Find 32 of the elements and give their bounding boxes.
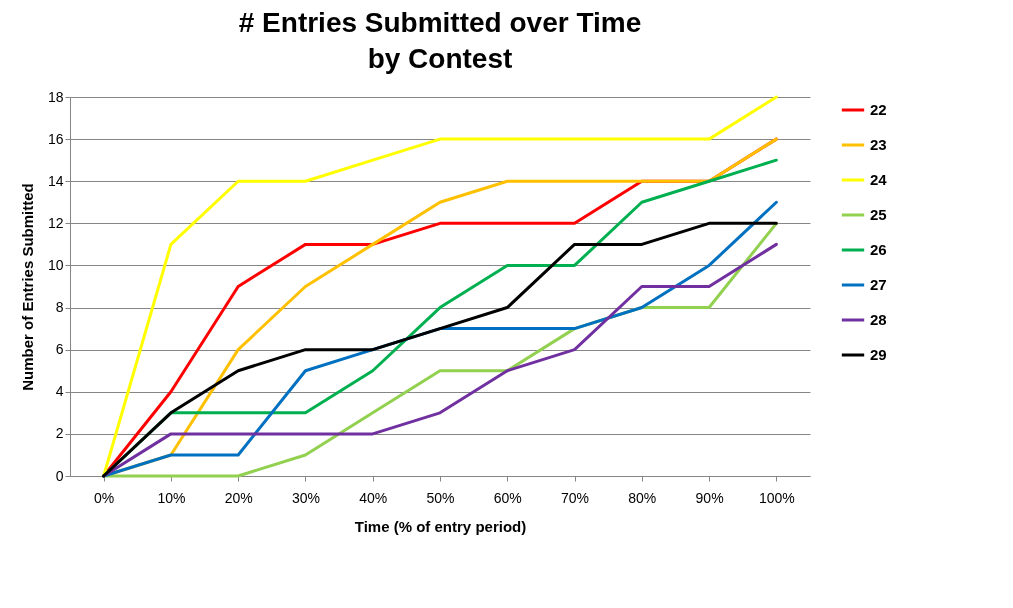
y-tick-label: 0 bbox=[55, 467, 64, 484]
x-tick-label: 10% bbox=[157, 489, 186, 506]
x-tick-label: 60% bbox=[493, 489, 522, 506]
y-tick-label: 16 bbox=[47, 130, 64, 147]
x-tick-label: 80% bbox=[628, 489, 657, 506]
y-tick-label: 6 bbox=[55, 341, 64, 358]
x-tick-label: 20% bbox=[224, 489, 253, 506]
x-tick-label: 40% bbox=[359, 489, 388, 506]
x-tick-label: 100% bbox=[758, 489, 795, 506]
chart-title: # Entries Submitted over Time by Contest bbox=[238, 7, 642, 74]
x-tick-label: 0% bbox=[94, 489, 115, 506]
x-tick-label: 90% bbox=[695, 489, 724, 506]
x-axis-title: Time (% of entry period) bbox=[354, 517, 527, 535]
legend-label: 22 bbox=[870, 101, 887, 118]
y-tick-label: 8 bbox=[55, 299, 64, 316]
legend-label: 28 bbox=[870, 311, 887, 328]
y-axis-title: Number of Entries Submitted bbox=[18, 183, 36, 391]
legend-label: 23 bbox=[870, 136, 887, 153]
y-tick-label: 4 bbox=[55, 383, 64, 400]
x-tick-label: 50% bbox=[426, 489, 455, 506]
legend-label: 25 bbox=[870, 206, 887, 223]
x-tick-label: 70% bbox=[561, 489, 590, 506]
y-tick-label: 10 bbox=[47, 256, 64, 273]
x-tick-label: 30% bbox=[291, 489, 320, 506]
y-tick-label: 12 bbox=[47, 214, 64, 231]
legend-label: 26 bbox=[870, 241, 887, 258]
legend-label: 24 bbox=[870, 171, 888, 188]
y-tick-label: 14 bbox=[47, 172, 64, 189]
legend-label: 29 bbox=[870, 346, 887, 363]
legend-label: 27 bbox=[870, 276, 887, 293]
y-tick-label: 18 bbox=[47, 88, 64, 105]
y-tick-label: 2 bbox=[55, 425, 64, 442]
